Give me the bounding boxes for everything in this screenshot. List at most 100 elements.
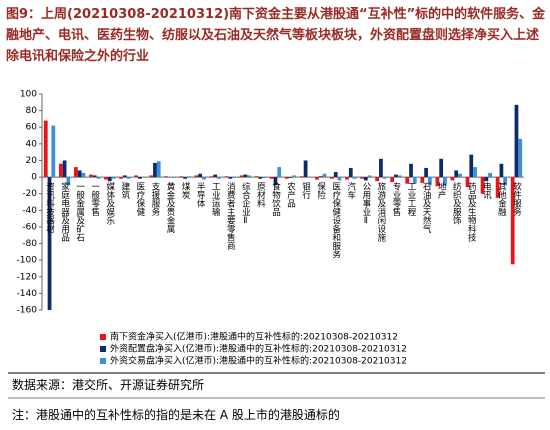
- bar: [484, 177, 489, 182]
- bar: [397, 175, 402, 178]
- bar: [232, 177, 236, 178]
- bar: [247, 175, 251, 178]
- bar: [363, 177, 368, 181]
- bar: [77, 170, 82, 178]
- bar: [47, 177, 52, 310]
- chart-title: 图9：上周(20210308-20210312)南下资金主要从港股通“互补性”标…: [6, 7, 546, 64]
- bar: [382, 177, 387, 179]
- x-tick-label: 药品及生物科技: [466, 182, 476, 243]
- bar: [243, 174, 248, 178]
- bar: [318, 176, 323, 178]
- x-tick-label: 综合企业Ⅱ: [240, 182, 250, 227]
- x-tick-label: 地产: [436, 182, 446, 201]
- legend-label: 外资交易盘净买入(亿港币):港股通中的互补性标的:20210308-202103…: [110, 355, 407, 367]
- x-tick-label: 工业运输: [210, 182, 220, 217]
- y-tick-label: -80: [22, 239, 37, 249]
- note: 注：港股通中的互补性标的指的是未在 A 股上市的港股通标的: [12, 408, 340, 422]
- bar: [352, 177, 357, 179]
- bar: [288, 177, 293, 178]
- x-tick-label: 其他金融: [496, 182, 506, 217]
- bar: [43, 120, 48, 178]
- bar: [299, 176, 304, 178]
- bar: [198, 173, 203, 178]
- bar: [412, 177, 417, 184]
- x-tick-label: 银行: [301, 182, 311, 201]
- bar: [367, 175, 372, 178]
- bar: [254, 176, 259, 178]
- x-tick-label: 保险: [316, 182, 326, 201]
- y-tick-label: 100: [20, 90, 37, 100]
- x-tick-label: 医疗保健设备和服务: [331, 182, 341, 259]
- bar: [465, 177, 470, 188]
- y-tick-label: -60: [22, 222, 37, 232]
- x-tick-label: 食物饮品: [270, 182, 280, 218]
- x-tick-label: 黄金及贵金属: [165, 182, 175, 235]
- bar: [138, 177, 142, 179]
- bar: [480, 177, 485, 194]
- bar: [126, 177, 131, 179]
- bar: [379, 158, 383, 178]
- bar: [183, 177, 187, 179]
- bar: [269, 177, 274, 179]
- x-tick-label: 家庭电器及用品: [60, 182, 70, 243]
- x-tick-label: 旅游及消闲设施: [376, 182, 386, 243]
- bar: [119, 177, 123, 179]
- x-tick-label: 一般零售: [90, 182, 100, 217]
- bar: [450, 177, 455, 181]
- bar: [435, 177, 440, 187]
- legend-swatch: [100, 346, 106, 352]
- legend-swatch: [100, 358, 106, 364]
- x-tick-label: 专业零售: [391, 182, 401, 218]
- bar: [409, 163, 413, 178]
- x-tick-label: 支援服务: [150, 182, 160, 218]
- bar: [495, 177, 500, 198]
- bar: [58, 163, 63, 178]
- bar: [228, 177, 233, 179]
- bar: [179, 176, 184, 178]
- bar: [420, 177, 425, 183]
- bar: [156, 161, 161, 178]
- bar: [458, 173, 462, 178]
- x-tick-label: 建筑: [120, 182, 130, 201]
- bar: [66, 177, 71, 186]
- bar: [405, 177, 410, 184]
- y-tick-label: -140: [17, 289, 38, 299]
- bar: [322, 173, 327, 178]
- bar: [427, 177, 432, 186]
- bar: [330, 177, 334, 179]
- x-tick-label: 煤炭: [180, 182, 190, 201]
- y-tick-label: -100: [17, 256, 38, 266]
- x-tick-label: 半导体: [195, 182, 205, 209]
- bar: [390, 177, 395, 183]
- bar: [499, 163, 504, 178]
- x-tick-label: 石油及天然气: [421, 182, 431, 233]
- x-tick-label: 媒体及娱乐: [105, 182, 115, 225]
- x-tick-label: 消费者主要零售商: [225, 182, 235, 252]
- bar: [92, 175, 97, 178]
- x-tick-label: 电讯: [481, 182, 491, 201]
- bar: [104, 177, 108, 180]
- bar: [273, 177, 278, 186]
- bar: [315, 177, 319, 180]
- y-tick-label: 80: [26, 106, 38, 116]
- bar: [262, 177, 267, 178]
- bar: [333, 172, 338, 178]
- bar: [74, 167, 78, 178]
- bar: [375, 177, 380, 182]
- bar: [337, 177, 342, 181]
- bar: [488, 172, 492, 178]
- bar: [518, 138, 523, 178]
- y-tick-label: -160: [17, 306, 38, 316]
- bar: [62, 160, 67, 178]
- bar: [503, 177, 508, 186]
- bar: [284, 177, 289, 179]
- x-tick-label: 汽车: [346, 182, 356, 201]
- bar: [149, 175, 154, 178]
- bar: [439, 158, 444, 178]
- y-tick-label: 0: [31, 173, 37, 183]
- y-tick-label: 20: [26, 156, 38, 166]
- bar: [213, 174, 218, 178]
- bar: [96, 177, 101, 179]
- y-tick-label: -40: [22, 206, 37, 216]
